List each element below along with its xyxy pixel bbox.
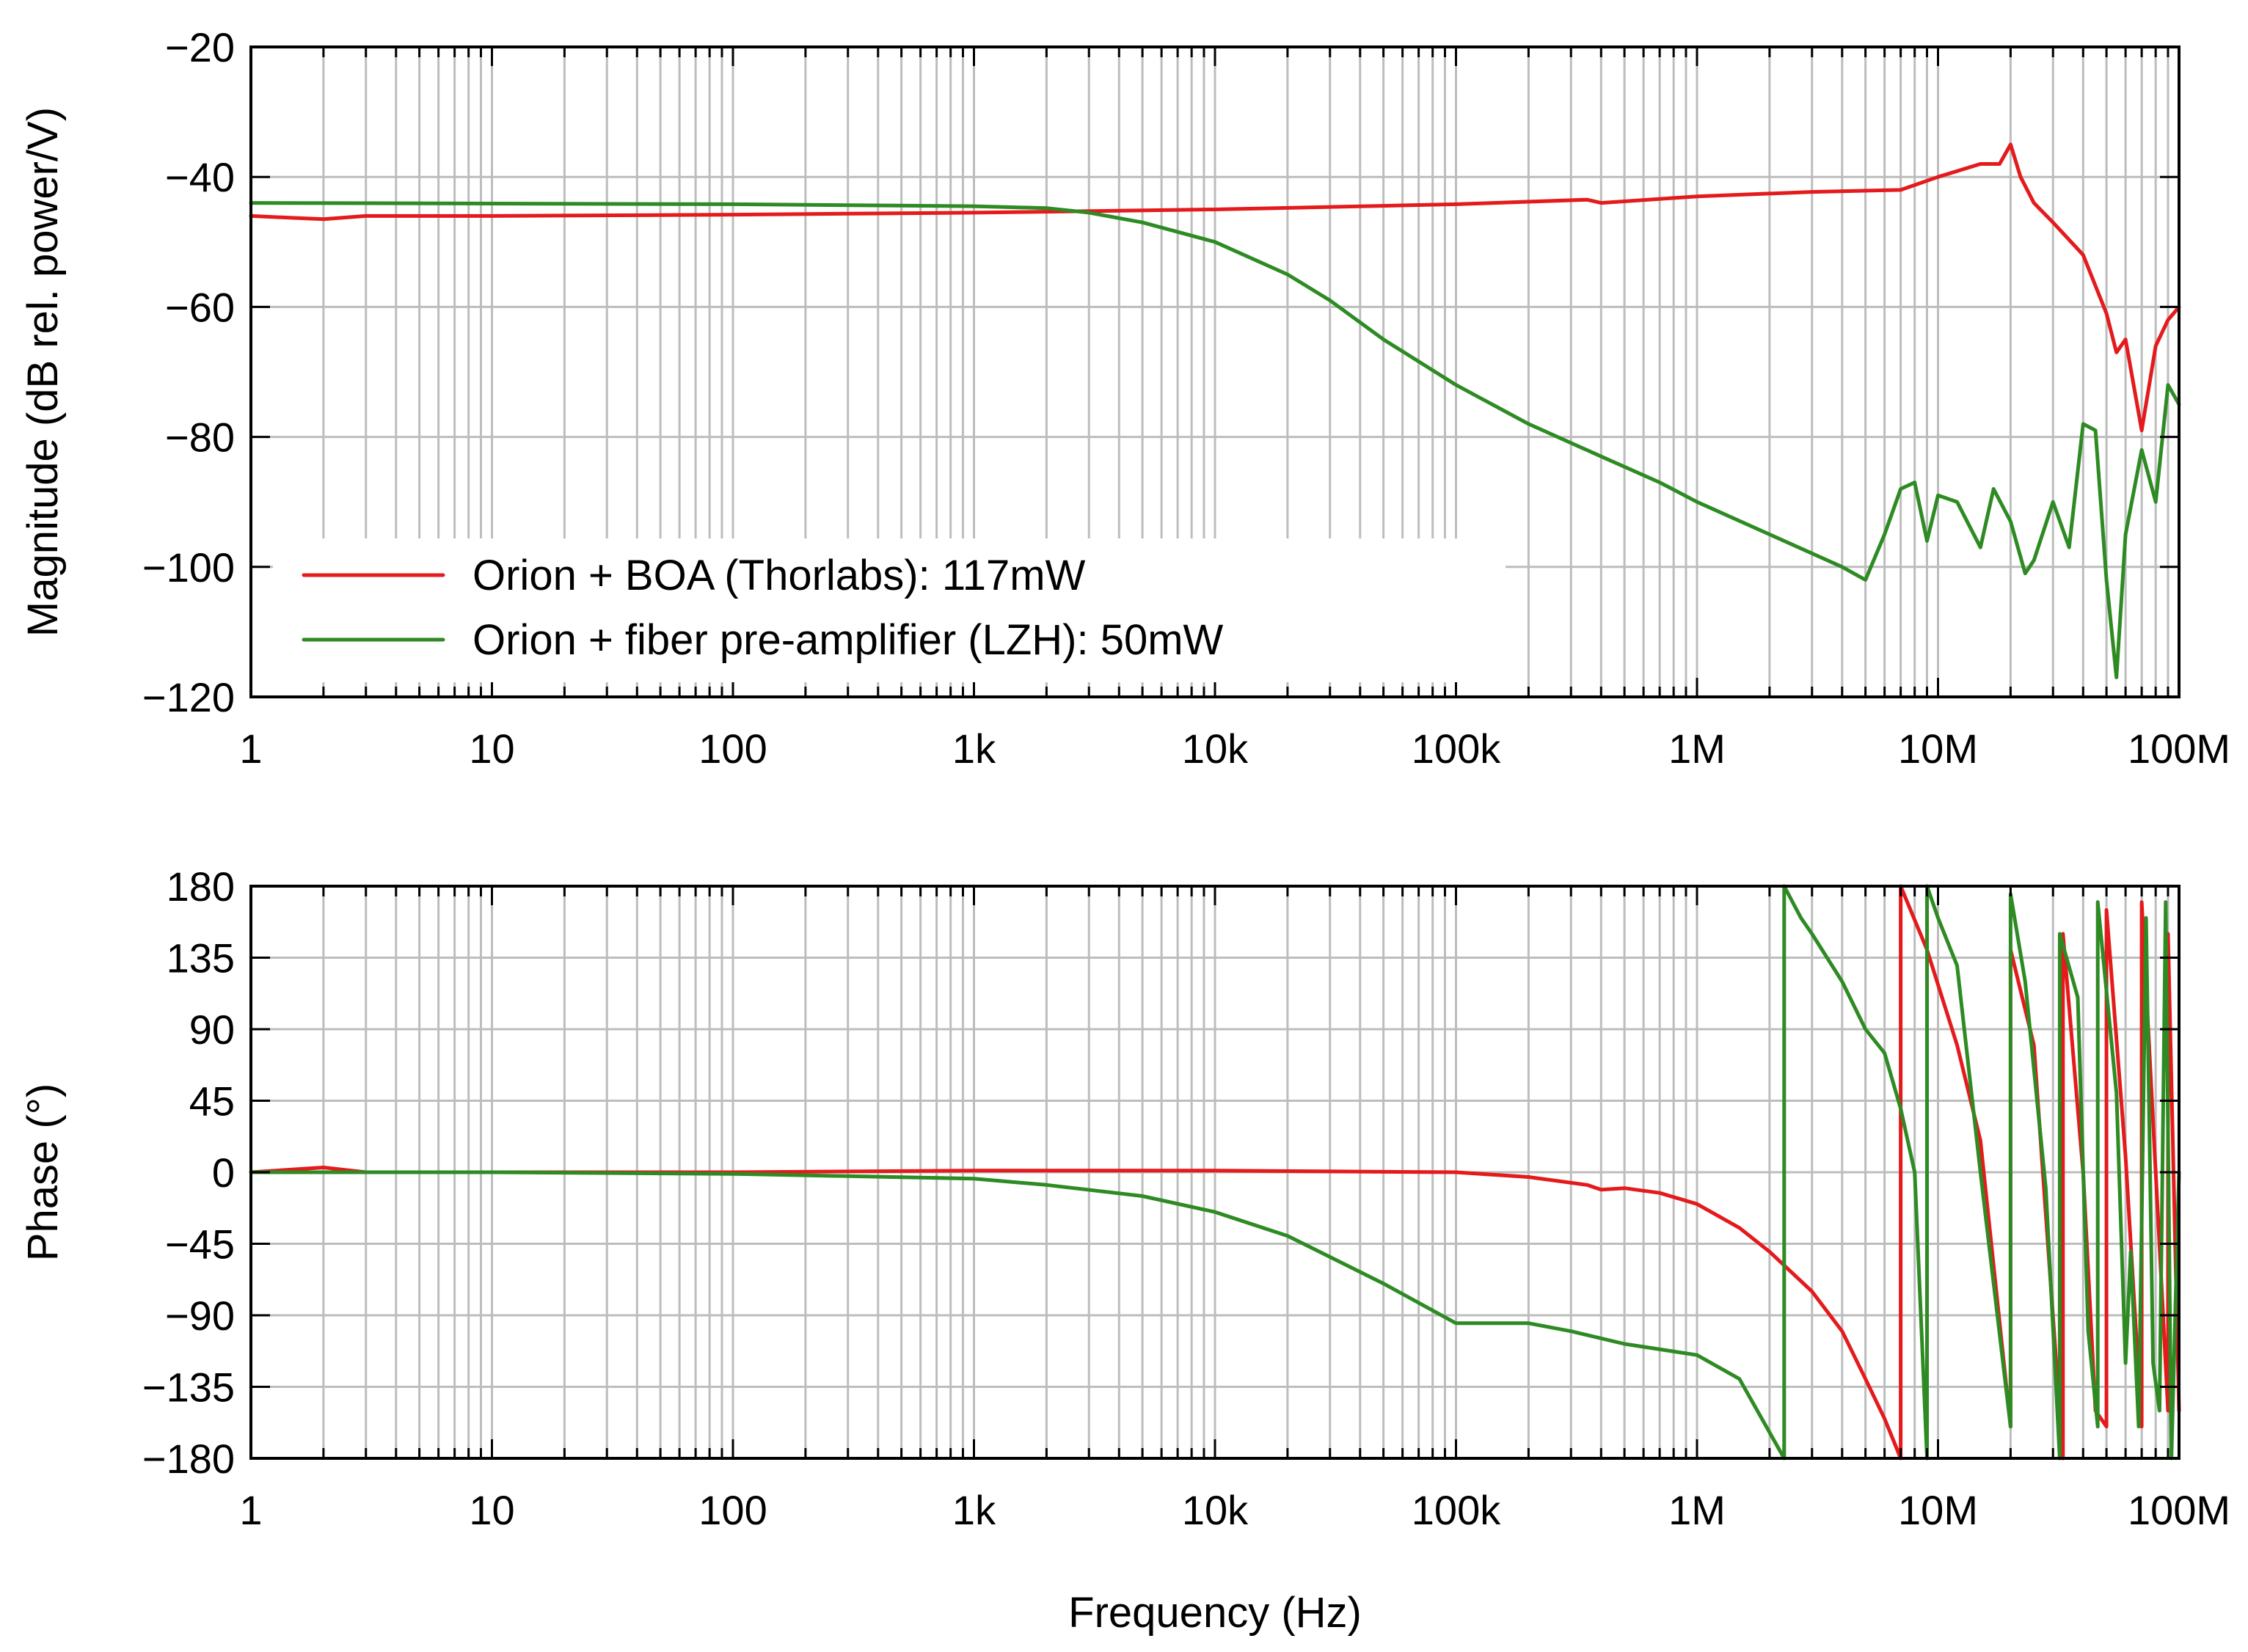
legend-entry-fiber: Orion + fiber pre-amplifier (LZH): 50mW (472, 616, 1224, 664)
magnitude-y-tick-labels: −20 −40 −60 −80 −100 −120 (142, 24, 235, 720)
series-line-boa (249, 142, 2181, 433)
y-tick-label: −45 (165, 1221, 235, 1268)
x-tick-label: 1 (239, 726, 262, 772)
x-tick-label: 100k (1412, 1487, 1501, 1533)
x-tick-label: 100k (1412, 726, 1501, 772)
y-tick-label: −120 (142, 674, 235, 720)
x-tick-label: 10k (1182, 1487, 1249, 1533)
series-line-fiber (249, 201, 2181, 679)
phase-y-tick-labels: 180 135 90 45 0 −45 −90 −135 −180 (142, 863, 235, 1482)
magnitude-y-axis-label: Magnitude (dB rel. power/V) (19, 107, 67, 637)
y-tick-label: 135 (167, 935, 235, 982)
phase-y-axis-label: Phase (°) (19, 1083, 67, 1261)
y-tick-label: −135 (142, 1364, 235, 1411)
legend-background (273, 538, 1506, 682)
y-tick-label: 90 (189, 1006, 235, 1053)
phase-x-tick-labels: 1 10 100 1k 10k 100k 1M 10M 100M (239, 1487, 2230, 1533)
y-tick-label: −100 (142, 544, 235, 591)
x-tick-label: 1 (239, 1487, 262, 1533)
y-tick-label: −180 (142, 1436, 235, 1482)
magnitude-plot: −20 −40 −60 −80 −100 −120 1 10 100 1k 10k 100k 1M 10… (19, 24, 2230, 772)
y-tick-label: 180 (167, 863, 235, 910)
x-tick-label: 1M (1668, 726, 1726, 772)
y-tick-label: −60 (165, 284, 235, 330)
legend-entry-boa: Orion + BOA (Thorlabs): 117mW (472, 552, 1086, 599)
x-tick-label: 1k (952, 726, 996, 772)
x-tick-label: 100M (2128, 726, 2230, 772)
x-axis-label: Frequency (Hz) (1068, 1589, 1362, 1637)
y-tick-label: −40 (165, 154, 235, 200)
magnitude-ticks (249, 45, 2181, 698)
y-tick-label: −20 (165, 24, 235, 70)
y-tick-label: 0 (212, 1150, 235, 1196)
y-tick-label: −90 (165, 1293, 235, 1339)
phase-plot: 180 135 90 45 0 −45 −90 −135 −180 1 10 100 1k 10k 100… (19, 863, 2230, 1637)
magnitude-series (249, 142, 2181, 679)
x-tick-label: 10 (469, 1487, 514, 1533)
x-tick-label: 1k (952, 1487, 996, 1533)
magnitude-x-tick-labels: 1 10 100 1k 10k 100k 1M 10M 100M (239, 726, 2230, 772)
x-tick-label: 1M (1668, 1487, 1726, 1533)
x-tick-label: 100M (2128, 1487, 2230, 1533)
y-tick-label: 45 (189, 1078, 235, 1125)
phase-ticks (249, 885, 2181, 1460)
x-tick-label: 100 (698, 726, 767, 772)
y-tick-label: −80 (165, 414, 235, 461)
x-tick-label: 100 (698, 1487, 767, 1533)
x-tick-label: 10M (1898, 1487, 1978, 1533)
legend: Orion + BOA (Thorlabs): 117mW Orion + fi… (273, 538, 1506, 682)
x-tick-label: 10M (1898, 726, 1978, 772)
x-tick-label: 10 (469, 726, 514, 772)
x-tick-label: 10k (1182, 726, 1249, 772)
